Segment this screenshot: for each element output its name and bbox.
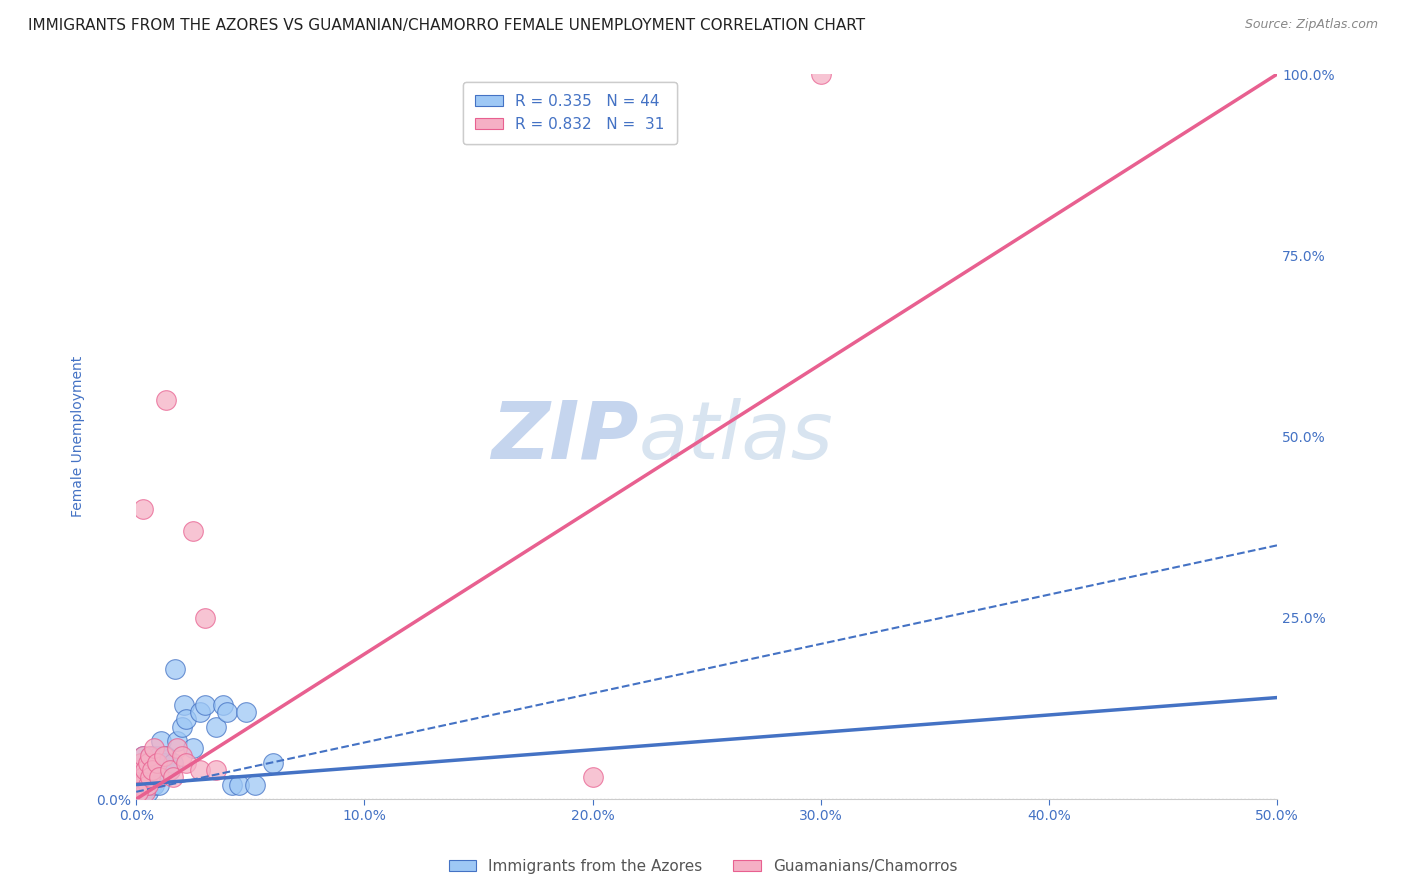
Point: [159, 763, 181, 777]
Point: [148, 778, 170, 792]
Legend: R = 0.335   N = 44, R = 0.832   N =  31: R = 0.335 N = 44, R = 0.832 N = 31: [463, 82, 676, 144]
Point: [128, 763, 150, 777]
Point: [212, 698, 235, 712]
Point: [148, 748, 170, 763]
Point: [145, 756, 167, 770]
Point: [128, 778, 150, 792]
Point: [194, 611, 217, 625]
Text: ZIP: ZIP: [491, 398, 638, 475]
Point: [128, 785, 150, 799]
Point: [194, 698, 217, 712]
Point: [188, 763, 211, 777]
Point: [228, 778, 250, 792]
Point: [170, 748, 193, 763]
Point: [132, 748, 155, 763]
Point: [152, 756, 174, 770]
Point: [129, 785, 152, 799]
Point: [139, 770, 162, 784]
Point: [132, 778, 155, 792]
Point: [143, 741, 166, 756]
Point: [141, 778, 163, 792]
Point: [132, 748, 155, 763]
Point: [136, 778, 159, 792]
Point: [170, 720, 193, 734]
Point: [181, 741, 204, 756]
Point: [155, 393, 177, 408]
Point: [150, 734, 173, 748]
Text: IMMIGRANTS FROM THE AZORES VS GUAMANIAN/CHAMORRO FEMALE UNEMPLOYMENT CORRELATION: IMMIGRANTS FROM THE AZORES VS GUAMANIAN/…: [28, 18, 865, 33]
Point: [217, 705, 239, 719]
Point: [582, 770, 605, 784]
Point: [176, 712, 198, 726]
Point: [139, 778, 162, 792]
Point: [162, 770, 184, 784]
Point: [134, 763, 156, 777]
Point: [128, 778, 150, 792]
Point: [136, 770, 159, 784]
Point: [129, 778, 152, 792]
Point: [173, 698, 195, 712]
Point: [129, 756, 152, 770]
Point: [163, 662, 186, 676]
Point: [134, 785, 156, 799]
Point: [134, 778, 156, 792]
Point: [221, 778, 243, 792]
Point: [136, 756, 159, 770]
Point: [166, 734, 188, 748]
Point: [205, 763, 228, 777]
Point: [159, 763, 181, 777]
Point: [132, 770, 155, 784]
Point: [139, 748, 162, 763]
Point: [205, 720, 228, 734]
Point: [810, 67, 832, 81]
Point: [155, 748, 177, 763]
Point: [136, 756, 159, 770]
Point: [188, 705, 211, 719]
Legend: Immigrants from the Azores, Guamanians/Chamorros: Immigrants from the Azores, Guamanians/C…: [443, 853, 963, 880]
Point: [145, 756, 167, 770]
Point: [181, 524, 204, 538]
Point: [176, 756, 198, 770]
Point: [148, 770, 170, 784]
Point: [128, 763, 150, 777]
Point: [132, 785, 155, 799]
Text: atlas: atlas: [638, 398, 832, 475]
Point: [143, 778, 166, 792]
Point: [136, 785, 159, 799]
Point: [152, 748, 174, 763]
Point: [129, 756, 152, 770]
Point: [129, 770, 152, 784]
Point: [128, 785, 150, 799]
Point: [262, 756, 284, 770]
Point: [139, 748, 162, 763]
Point: [134, 763, 156, 777]
Point: [143, 748, 166, 763]
Point: [166, 741, 188, 756]
Point: [162, 756, 184, 770]
Y-axis label: Female Unemployment: Female Unemployment: [72, 356, 86, 517]
Point: [235, 705, 257, 719]
Point: [132, 502, 155, 516]
Point: [243, 778, 266, 792]
Text: Source: ZipAtlas.com: Source: ZipAtlas.com: [1244, 18, 1378, 31]
Point: [141, 763, 163, 777]
Point: [141, 763, 163, 777]
